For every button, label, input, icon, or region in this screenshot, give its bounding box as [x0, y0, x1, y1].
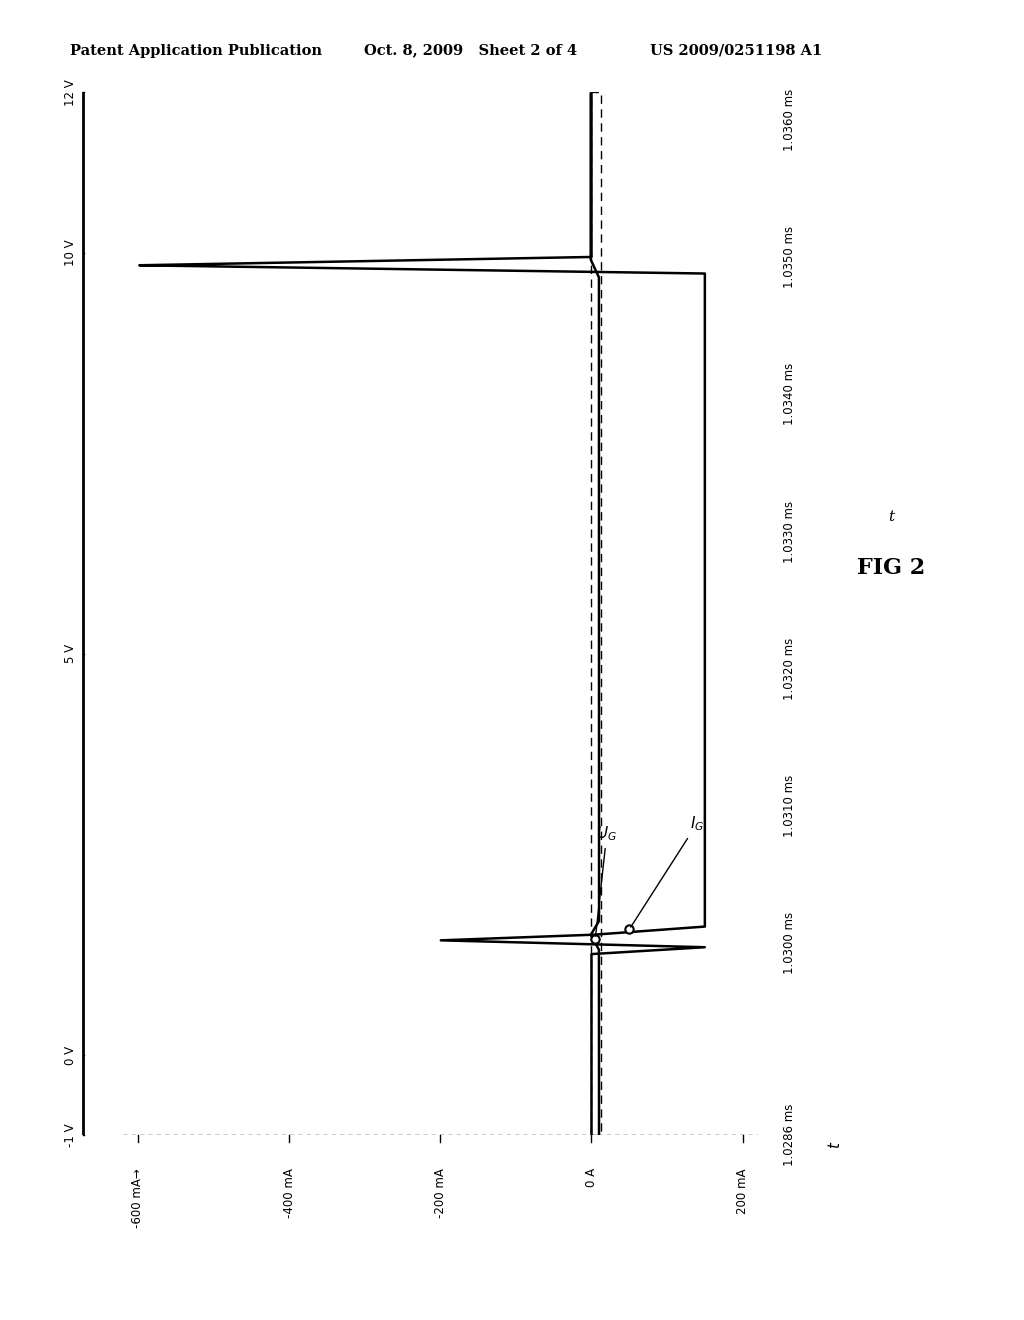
Text: -1 V: -1 V — [63, 1123, 77, 1147]
Text: 10 V: 10 V — [63, 239, 77, 267]
Text: t: t — [827, 1142, 842, 1148]
Text: 200 mA: 200 mA — [736, 1168, 750, 1213]
Text: 5 V: 5 V — [63, 644, 77, 664]
Text: 0 V: 0 V — [63, 1045, 77, 1064]
Text: 1.0330 ms: 1.0330 ms — [783, 500, 797, 562]
Text: 12 V: 12 V — [63, 79, 77, 106]
Text: Patent Application Publication: Patent Application Publication — [70, 44, 322, 58]
Text: 1.0310 ms: 1.0310 ms — [783, 775, 797, 837]
Text: $U_G$: $U_G$ — [596, 824, 617, 936]
Text: 1.0350 ms: 1.0350 ms — [783, 226, 797, 288]
Text: -200 mA: -200 mA — [434, 1168, 446, 1218]
Text: FIG 2: FIG 2 — [857, 557, 925, 579]
Text: 1.0340 ms: 1.0340 ms — [783, 363, 797, 425]
Text: US 2009/0251198 A1: US 2009/0251198 A1 — [650, 44, 822, 58]
Text: $I_G$: $I_G$ — [631, 814, 703, 927]
Text: -600 mA→: -600 mA→ — [131, 1168, 144, 1228]
Text: 1.0286 ms: 1.0286 ms — [783, 1104, 797, 1167]
Text: 1.0320 ms: 1.0320 ms — [783, 638, 797, 700]
Text: 1.0360 ms: 1.0360 ms — [783, 88, 797, 150]
Text: 1.0300 ms: 1.0300 ms — [783, 912, 797, 974]
Text: 0 A: 0 A — [585, 1168, 598, 1187]
Text: -400 mA: -400 mA — [283, 1168, 296, 1218]
Text: Oct. 8, 2009   Sheet 2 of 4: Oct. 8, 2009 Sheet 2 of 4 — [364, 44, 577, 58]
Text: t: t — [888, 511, 894, 524]
